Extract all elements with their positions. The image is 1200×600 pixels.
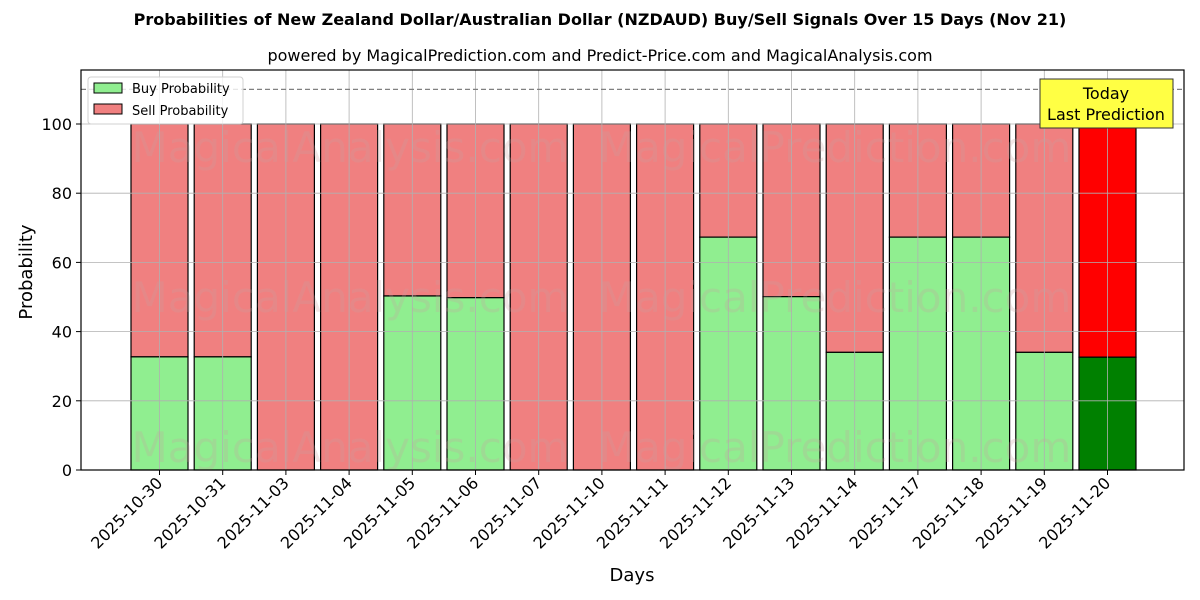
watermark-text: MagicalPrediction.com <box>599 273 1072 322</box>
annotation-line2: Last Prediction <box>1047 105 1165 124</box>
y-tick-label: 20 <box>52 392 72 411</box>
y-tick-label: 80 <box>52 184 72 203</box>
x-axis-label: Days <box>610 565 655 586</box>
watermark-text: MagicalPrediction.com <box>599 123 1072 172</box>
legend-buy-swatch <box>93 82 123 94</box>
watermark-text: MagicalAnalysis.com <box>132 273 569 322</box>
watermark-text: MagicalPrediction.com <box>599 423 1072 472</box>
y-tick-label: 0 <box>62 461 72 480</box>
legend-sell-label: Sell Probability <box>132 104 229 119</box>
x-axis: 2025-10-302025-10-312025-11-032025-11-04… <box>87 470 1114 553</box>
plot-frame <box>80 69 1185 471</box>
watermark-text: MagicalAnalysis.com <box>132 123 569 172</box>
y-axis-label: Probability <box>16 224 37 319</box>
legend: Buy Probability Sell Probability <box>87 76 244 125</box>
watermarks: MagicalAnalysis.com MagicalPrediction.com… <box>132 123 1072 472</box>
watermark-text: MagicalAnalysis.com <box>132 423 569 472</box>
y-axis: 0 20 40 60 80 100 <box>41 115 81 480</box>
legend-buy-label: Buy Probability <box>132 82 230 97</box>
grid-lines <box>81 70 1184 471</box>
legend-sell-swatch <box>93 103 123 115</box>
chart-subtitle: powered by MagicalPrediction.com and Pre… <box>267 46 933 65</box>
y-tick-label: 40 <box>52 323 72 342</box>
annotation-line1: Today <box>1082 84 1129 103</box>
today-annotation: Today Last Prediction <box>1039 78 1174 129</box>
y-tick-label: 100 <box>41 115 72 134</box>
y-tick-label: 60 <box>52 253 72 272</box>
chart-title: Probabilities of New Zealand Dollar/Aust… <box>133 10 1067 29</box>
